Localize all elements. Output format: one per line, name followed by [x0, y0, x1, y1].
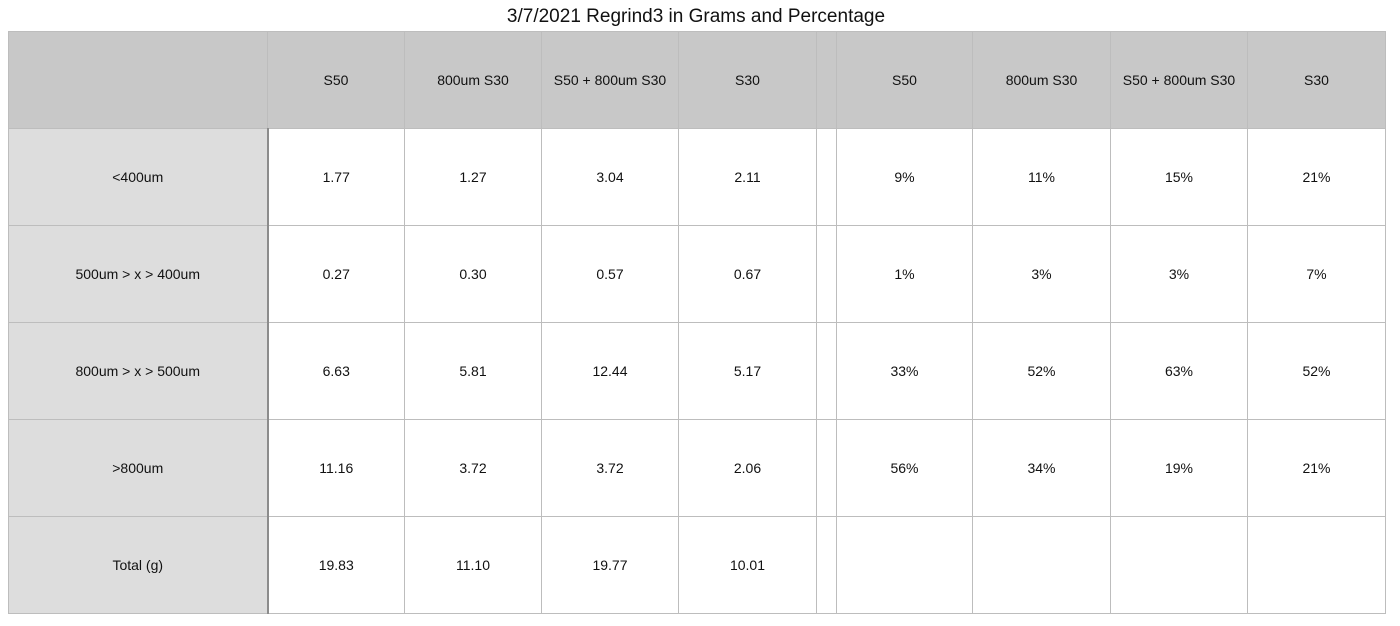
percent-cell: 21%: [1247, 419, 1386, 517]
spacer-cell: [816, 128, 837, 226]
grams-cell: 3.04: [541, 128, 679, 226]
header-row: S50 800um S30 S50 + 800um S30 S30 S50 80…: [8, 31, 1386, 129]
percent-cell: 1%: [836, 225, 973, 323]
percent-cell: 52%: [972, 322, 1111, 420]
percent-cell: 52%: [1247, 322, 1386, 420]
spacer-cell: [816, 322, 837, 420]
grams-cell: 0.67: [678, 225, 817, 323]
table-row: <400um 1.77 1.27 3.04 2.11 9% 11% 15% 21…: [8, 128, 1386, 226]
row-label: >800um: [8, 419, 269, 517]
percent-cell: 9%: [836, 128, 973, 226]
percent-cell: 19%: [1110, 419, 1248, 517]
regrind-table: S50 800um S30 S50 + 800um S30 S30 S50 80…: [8, 31, 1386, 614]
grams-cell: 11.10: [404, 516, 542, 614]
header-grams-s50-plus-800um-s30: S50 + 800um S30: [541, 31, 679, 129]
grams-cell: 3.72: [541, 419, 679, 517]
grams-cell: 11.16: [267, 419, 405, 517]
grams-cell: 0.57: [541, 225, 679, 323]
percent-cell: [972, 516, 1111, 614]
header-grams-s30: S30: [678, 31, 817, 129]
grams-cell: 1.27: [404, 128, 542, 226]
header-percent-s30: S30: [1247, 31, 1386, 129]
grams-cell: 19.77: [541, 516, 679, 614]
row-label: Total (g): [8, 516, 269, 614]
percent-cell: 63%: [1110, 322, 1248, 420]
row-label: <400um: [8, 128, 269, 226]
percent-cell: 15%: [1110, 128, 1248, 226]
grams-cell: 6.63: [267, 322, 405, 420]
spacer-cell: [816, 225, 837, 323]
percent-cell: 3%: [972, 225, 1111, 323]
row-label: 500um > x > 400um: [8, 225, 269, 323]
percent-cell: 11%: [972, 128, 1111, 226]
grams-cell: 5.17: [678, 322, 817, 420]
total-row: Total (g) 19.83 11.10 19.77 10.01: [8, 516, 1386, 614]
grams-cell: 3.72: [404, 419, 542, 517]
percent-cell: 7%: [1247, 225, 1386, 323]
table-title: 3/7/2021 Regrind3 in Grams and Percentag…: [506, 6, 886, 27]
table-row: >800um 11.16 3.72 3.72 2.06 56% 34% 19% …: [8, 419, 1386, 517]
grams-cell: 5.81: [404, 322, 542, 420]
percent-cell: [1110, 516, 1248, 614]
grams-cell: 12.44: [541, 322, 679, 420]
grams-cell: 1.77: [267, 128, 405, 226]
spacer-cell: [816, 419, 837, 517]
header-percent-s50: S50: [836, 31, 973, 129]
row-label: 800um > x > 500um: [8, 322, 269, 420]
header-percent-s50-plus-800um-s30: S50 + 800um S30: [1110, 31, 1248, 129]
grams-cell: 10.01: [678, 516, 817, 614]
spacer-cell: [816, 516, 837, 614]
percent-cell: 34%: [972, 419, 1111, 517]
percent-cell: 3%: [1110, 225, 1248, 323]
table-row: 800um > x > 500um 6.63 5.81 12.44 5.17 3…: [8, 322, 1386, 420]
grams-cell: 2.11: [678, 128, 817, 226]
percent-cell: [836, 516, 973, 614]
table-row: 500um > x > 400um 0.27 0.30 0.57 0.67 1%…: [8, 225, 1386, 323]
header-grams-s50: S50: [267, 31, 405, 129]
grams-cell: 0.27: [267, 225, 405, 323]
header-percent-800um-s30: 800um S30: [972, 31, 1111, 129]
percent-cell: [1247, 516, 1386, 614]
percent-cell: 33%: [836, 322, 973, 420]
grams-cell: 0.30: [404, 225, 542, 323]
header-grams-800um-s30: 800um S30: [404, 31, 542, 129]
grams-cell: 2.06: [678, 419, 817, 517]
percent-cell: 56%: [836, 419, 973, 517]
header-spacer-cell: [816, 31, 837, 129]
header-corner-cell: [8, 31, 268, 129]
grams-cell: 19.83: [267, 516, 405, 614]
percent-cell: 21%: [1247, 128, 1386, 226]
